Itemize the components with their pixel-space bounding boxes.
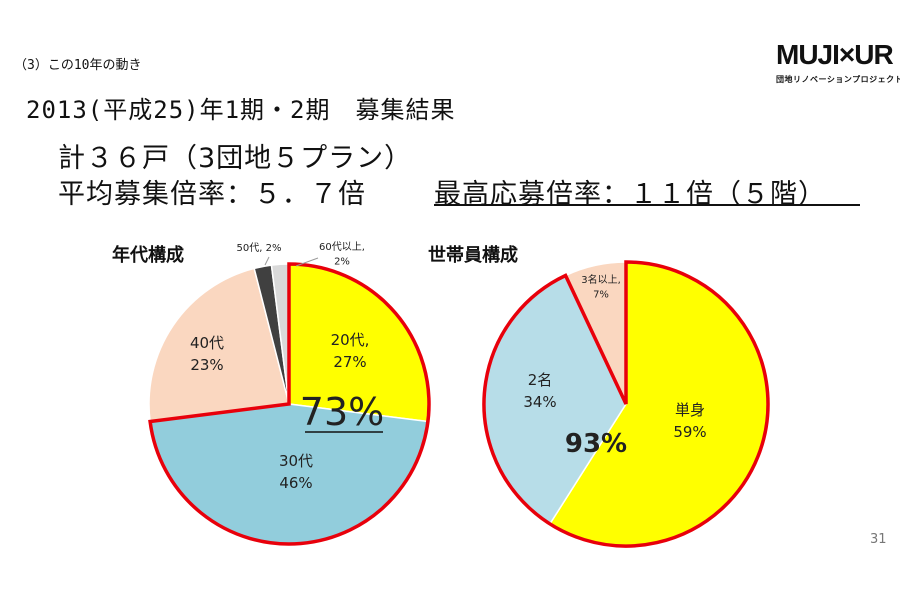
slice-label-0-3: 50代, 2%	[237, 242, 282, 254]
logo-subtitle: 団地リノベーションプロジェクト	[776, 75, 900, 84]
page-number: 31	[870, 532, 887, 547]
slice-label-1-2: 7%	[593, 290, 609, 301]
slice-label-0-0: 27%	[333, 353, 366, 371]
slice-label-0-4: 60代以上,	[319, 241, 365, 253]
slice-label-1-1: 2名	[528, 371, 553, 389]
slice-label-0-2: 23%	[190, 356, 223, 374]
summary-total-units: 計３６戸（3団地５プラン）	[58, 143, 413, 174]
page-title: 2013(平成25)年1期・2期 募集結果	[26, 96, 456, 124]
leader-line-0-3	[264, 256, 270, 266]
slice-label-1-0: 59%	[673, 423, 706, 441]
leader-line-0-4	[295, 257, 319, 267]
slice-label-1-0: 単身	[675, 401, 705, 419]
slice-label-0-1: 46%	[279, 474, 312, 492]
slice-label-1-1: 34%	[523, 393, 556, 411]
highlight-total-1: 93%	[565, 429, 627, 459]
muji-ur-logo: MUJI×UR	[776, 39, 894, 70]
slice-label-1-2: 3名以上,	[581, 273, 621, 286]
highlight-total-0: 73%	[300, 390, 384, 434]
household-pie-title: 世帯員構成	[428, 245, 518, 266]
slice-label-0-2: 40代	[190, 334, 224, 352]
pie-slice-0-2	[148, 267, 290, 423]
highlight-outline-1	[482, 260, 770, 548]
slice-label-0-0: 20代,	[331, 331, 370, 349]
summary-average-ratio: 平均募集倍率：５．７倍	[58, 179, 366, 210]
slice-label-0-4: 2%	[334, 257, 350, 268]
highlight-outline-0	[148, 262, 431, 546]
section-label: （3）この10年の動き	[14, 58, 142, 73]
max-ratio-underline	[434, 204, 860, 206]
slice-label-0-1: 30代	[279, 452, 313, 470]
age-pie-title: 年代構成	[112, 245, 184, 266]
